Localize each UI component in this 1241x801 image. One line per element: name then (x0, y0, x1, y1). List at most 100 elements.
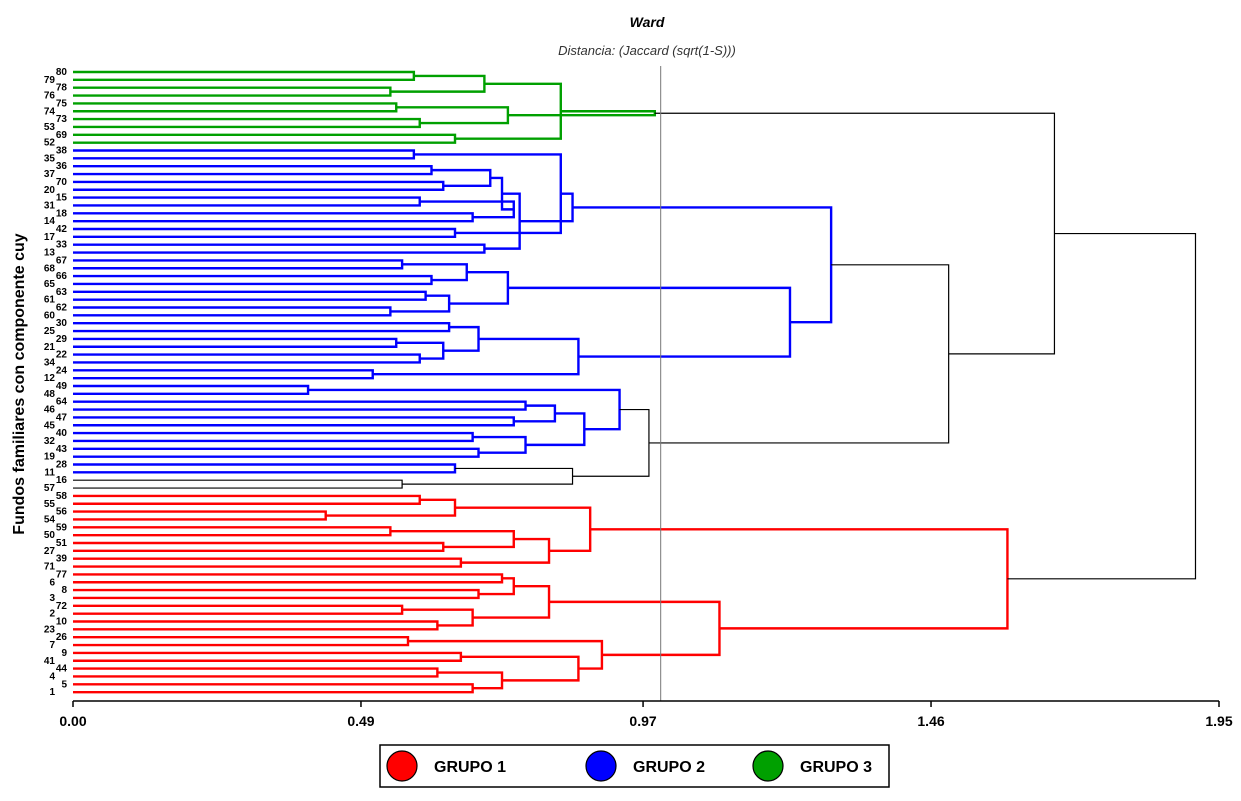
dendrogram-link (478, 577, 515, 596)
dendrogram-link (402, 467, 574, 485)
leaf-label: 38 (56, 146, 68, 157)
leaf-label: 5 (61, 679, 67, 690)
leaf-label: 62 (56, 303, 68, 314)
leaf-label: 54 (44, 514, 56, 525)
dendrogram-link (390, 530, 515, 549)
dendrogram-link (490, 176, 514, 211)
leaf-label: 69 (56, 130, 68, 141)
dendrogram-link (472, 435, 527, 454)
leaf-label: 35 (44, 153, 56, 164)
dendrogram-link (572, 408, 650, 477)
leaf-label: 42 (56, 224, 68, 235)
leaf-label: 64 (56, 397, 68, 408)
dendrogram-link (73, 337, 398, 348)
dendrogram-link (73, 102, 398, 113)
leaf-label: 66 (56, 271, 68, 282)
dendrogram-link (648, 264, 950, 444)
dendrogram-link (73, 494, 421, 505)
dendrogram-link (572, 206, 833, 324)
leaf-label: 19 (44, 452, 56, 463)
dendrogram-link (73, 353, 421, 364)
leaf-label: 14 (44, 216, 56, 227)
leaf-label: 48 (44, 389, 56, 400)
leaf-label: 7 (49, 640, 55, 651)
leaf-label: 80 (56, 67, 68, 78)
leaf-label: 36 (56, 161, 68, 172)
legend-swatch (585, 750, 617, 782)
dendrogram-link (507, 110, 657, 117)
leaf-label: 60 (44, 310, 56, 321)
dendrogram-link (73, 526, 392, 537)
dendrogram-link (325, 498, 457, 517)
leaf-label: 58 (56, 491, 68, 502)
leaf-label: 73 (56, 114, 68, 125)
dendrogram-link (73, 431, 474, 443)
legend-swatch (386, 750, 418, 782)
dendrogram-link (431, 168, 492, 188)
leaf-label: 45 (44, 420, 56, 431)
x-tick-label: 0.00 (59, 713, 86, 729)
dendrogram-link (73, 573, 504, 584)
x-tick-label: 1.46 (917, 713, 944, 729)
leaf-label: 1 (49, 687, 55, 698)
dendrogram-link (484, 192, 521, 250)
leaf-label: 53 (44, 122, 56, 133)
leaf-label: 68 (44, 263, 56, 274)
dendrogram-link (73, 541, 445, 553)
dendrogram-link (519, 192, 574, 223)
leaf-label: 26 (56, 632, 68, 643)
dendrogram-link (460, 537, 551, 564)
dendrogram-link (396, 106, 510, 125)
leaf-label: 41 (44, 656, 56, 667)
chart-subtitle: Distancia: (Jaccard (sqrt(1-S))) (558, 43, 736, 58)
dendrogram-link (1007, 232, 1197, 580)
dendrogram-link (73, 306, 392, 317)
leaf-label: 4 (49, 671, 55, 682)
leaf-label: 77 (56, 569, 68, 580)
dendrogram-link (73, 212, 474, 223)
dendrogram-link (73, 557, 463, 568)
leaf-label: 30 (56, 318, 68, 329)
leaf-label: 34 (44, 357, 56, 368)
dendrogram-link (73, 290, 427, 301)
dendrogram-link (73, 117, 421, 129)
dendrogram-link (507, 286, 792, 358)
leaf-label: 51 (56, 538, 68, 549)
leaf-label: 75 (56, 98, 68, 109)
leaf-label: 52 (44, 138, 56, 149)
dendrogram-link (549, 600, 721, 657)
leaf-label: 6 (49, 577, 55, 588)
legend-box (379, 744, 890, 788)
dendrogram-link (419, 200, 515, 219)
leaf-label: 44 (56, 664, 68, 675)
y-axis-label: Fundos familiares con componente cuy (11, 233, 28, 534)
leaf-label: 22 (56, 350, 68, 361)
legend-swatch (752, 750, 784, 782)
x-tick-label: 0.97 (629, 713, 656, 729)
leaf-label: 10 (56, 617, 68, 628)
dendrogram-link (73, 274, 433, 286)
leaf-label: 61 (44, 295, 56, 306)
leaf-label: 37 (44, 169, 56, 180)
leaf-label: 32 (44, 436, 56, 447)
dendrogram-link (407, 639, 604, 670)
leaf-label: 43 (56, 444, 68, 455)
leaf-label: 49 (56, 381, 68, 392)
dendrogram-link (73, 479, 403, 489)
dendrogram-link (372, 337, 580, 376)
dendrogram-link (449, 270, 510, 305)
legend: GRUPO 1 GRUPO 2 GRUPO 3 (379, 744, 890, 788)
dendrogram-link (654, 112, 1056, 355)
dendrogram-link (73, 259, 404, 270)
legend-label: GRUPO 2 (633, 759, 705, 776)
dendrogram-link (73, 133, 457, 144)
dendrogram-link (525, 412, 586, 447)
leaf-label: 50 (44, 530, 56, 541)
leaf-label: 23 (44, 624, 56, 635)
dendrogram-link (73, 463, 457, 474)
leaf-label: 67 (56, 255, 68, 266)
leaf-label: 74 (44, 106, 56, 117)
dendrogram-link (590, 528, 1009, 630)
